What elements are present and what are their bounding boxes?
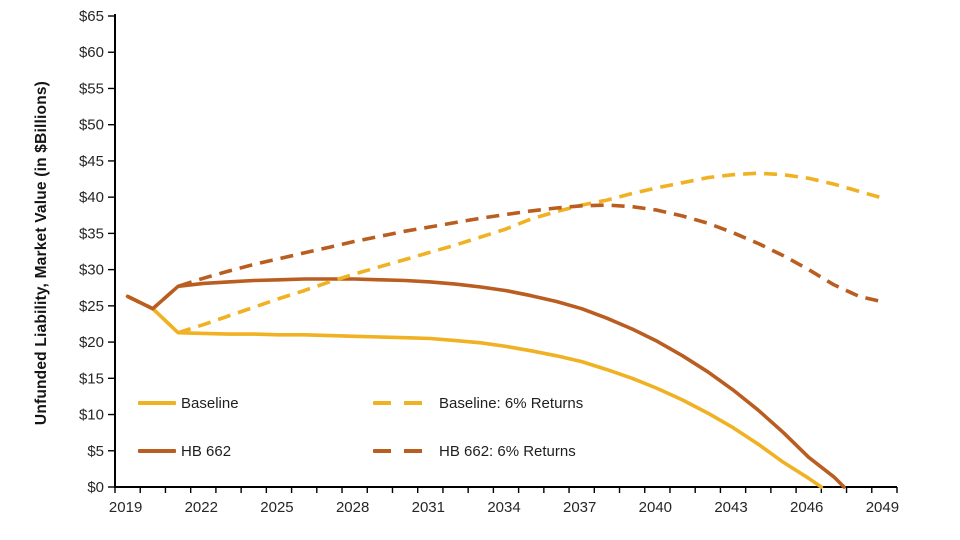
y-tick-label: $10 [79,407,104,424]
y-tick-label: $60 [79,44,104,61]
y-tick-label: $40 [79,189,104,206]
x-tick-label: 2046 [790,499,823,516]
x-tick-label: 2037 [563,499,596,516]
legend-swatch-hb662 [138,449,176,453]
legend-label-baseline: Baseline [181,394,239,412]
x-tick-label: 2028 [336,499,369,516]
y-axis-ticks: $0 $5 $10 $15 $20 $25 $30 $35 $40 $45 $50 $55 $60 $65 [79,8,115,496]
y-tick-label: $65 [79,8,104,25]
x-axis-ticks: 2019 2022 2025 2028 2031 2034 2037 2040 2043 2046… [109,487,899,516]
legend-swatch-baseline [138,401,176,405]
legend-label-baseline-6pct: Baseline: 6% Returns [439,394,584,412]
legend-item-hb662-6pct: HB 662: 6% Returns [373,442,576,460]
legend-item-baseline: Baseline [138,394,239,412]
x-tick-label: 2022 [185,499,218,516]
y-tick-label: $50 [79,117,104,134]
series-line-2 [126,171,885,335]
legend-label-hb662-6pct: HB 662: 6% Returns [439,442,576,460]
axes [114,14,897,488]
y-tick-label: $5 [87,443,104,460]
x-tick-label: 2025 [260,499,293,516]
x-tick-label: 2043 [714,499,747,516]
x-tick-label: 2034 [487,499,520,516]
series-line-0 [125,294,824,489]
y-tick-label: $30 [79,262,104,279]
x-tick-label: 2019 [109,499,142,516]
y-tick-label: $0 [87,479,104,496]
y-tick-label: $55 [79,80,104,97]
y-tick-label: $20 [79,334,104,351]
series-line-3 [126,203,885,311]
legend-item-baseline-6pct: Baseline: 6% Returns [373,394,583,412]
legend-swatch-baseline-6pct [373,401,434,405]
y-tick-label: $25 [79,298,104,315]
y-tick-label: $15 [79,370,104,387]
x-tick-label: 2031 [412,499,445,516]
y-tick-label: $45 [79,153,104,170]
x-tick-label: 2049 [866,499,899,516]
legend-label-hb662: HB 662 [181,442,232,460]
series-line-1 [125,277,846,489]
x-tick-label: 2040 [639,499,672,516]
y-tick-label: $35 [79,225,104,242]
legend-swatch-hb662-6pct [373,449,434,453]
legend-item-hb662: HB 662 [138,442,231,460]
